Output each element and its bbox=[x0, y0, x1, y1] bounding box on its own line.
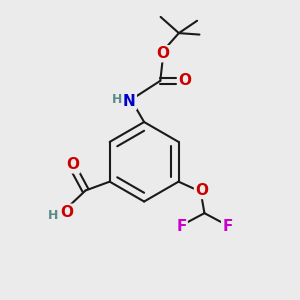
Text: O: O bbox=[156, 46, 169, 61]
Text: F: F bbox=[176, 219, 187, 234]
Text: H: H bbox=[48, 209, 58, 222]
Text: H: H bbox=[112, 93, 122, 106]
Text: F: F bbox=[222, 219, 233, 234]
Text: O: O bbox=[195, 183, 208, 198]
Text: N: N bbox=[123, 94, 136, 109]
Text: O: O bbox=[61, 205, 74, 220]
Text: O: O bbox=[178, 73, 191, 88]
Text: O: O bbox=[66, 158, 80, 172]
